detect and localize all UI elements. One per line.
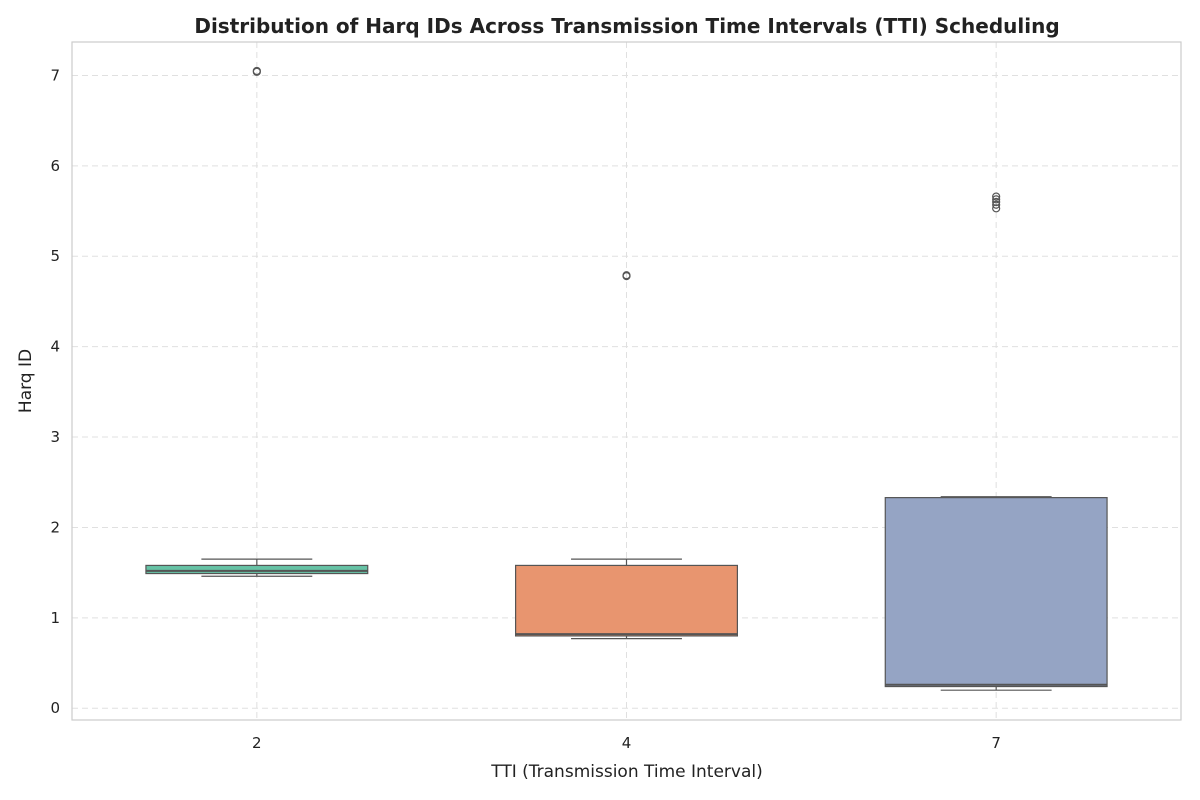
chart-title: Distribution of Harq IDs Across Transmis… xyxy=(194,14,1059,38)
box-group-tti-4 xyxy=(514,271,738,640)
x-axis-label: TTI (Transmission Time Interval) xyxy=(490,762,763,782)
iqr-box xyxy=(884,497,1108,688)
outlier-point xyxy=(622,271,631,280)
x-axis-ticks: 2 4 7 xyxy=(252,734,1001,752)
y-tick-label: 1 xyxy=(50,609,60,627)
y-tick-label: 4 xyxy=(50,338,60,356)
y-tick-label: 5 xyxy=(50,247,60,265)
box-layer xyxy=(145,66,1108,691)
outlier-point xyxy=(992,192,1001,201)
outlier-point xyxy=(992,197,1001,207)
y-axis-ticks: 0 1 2 3 4 5 6 7 xyxy=(50,66,60,717)
y-tick-label: 3 xyxy=(50,428,60,446)
y-tick-label: 7 xyxy=(50,66,60,84)
box-group-tti-2 xyxy=(145,66,369,577)
x-tick-label: 4 xyxy=(622,734,632,752)
y-axis-label: Harq ID xyxy=(16,349,36,413)
y-tick-label: 0 xyxy=(50,699,60,717)
outlier-point xyxy=(992,195,1001,204)
x-tick-label: 2 xyxy=(252,734,262,752)
y-tick-label: 2 xyxy=(50,518,60,536)
outlier-point xyxy=(992,204,1001,213)
outlier-point xyxy=(252,66,261,76)
box-group-tti-7 xyxy=(884,192,1108,691)
iqr-box xyxy=(145,564,369,575)
y-tick-label: 6 xyxy=(50,157,60,175)
x-tick-label: 7 xyxy=(991,734,1001,752)
iqr-box xyxy=(514,564,738,637)
outlier-point xyxy=(992,200,1001,209)
plot-frame xyxy=(71,41,1182,721)
